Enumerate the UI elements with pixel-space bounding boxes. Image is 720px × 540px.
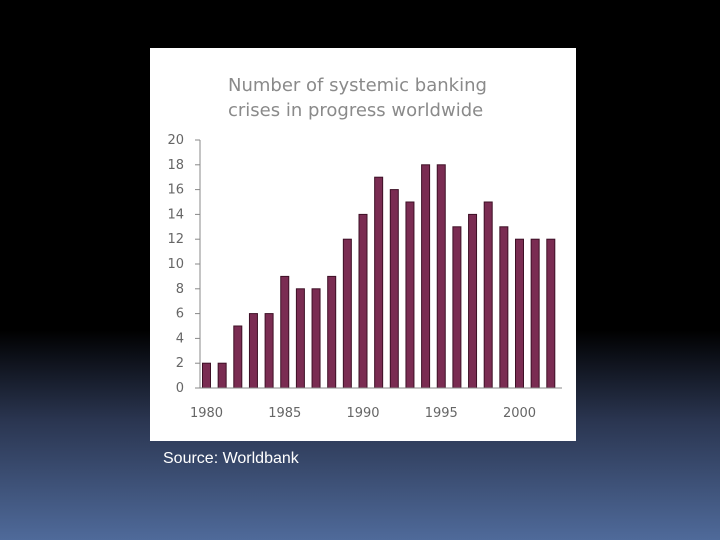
bar-1987 xyxy=(311,288,321,389)
x-tick-label: 1995 xyxy=(425,406,458,421)
y-tick-label: 20 xyxy=(167,133,184,148)
bar-1992 xyxy=(389,189,399,389)
x-axis: 1980 1985 1990 1995 2000 xyxy=(190,387,562,421)
x-tick-label: 2000 xyxy=(503,406,536,421)
bar-1997 xyxy=(468,213,478,389)
source-caption: Source: Worldbank xyxy=(163,450,299,467)
y-axis: 0 2 4 6 8 10 12 14 16 18 20 xyxy=(167,133,201,396)
bar-2001 xyxy=(530,238,540,389)
bar-1984 xyxy=(264,313,274,389)
bar-1980 xyxy=(202,362,211,389)
chart-title-line-2: crises in progress worldwide xyxy=(228,100,483,121)
bar-1996 xyxy=(452,226,462,389)
bar-1995 xyxy=(436,164,446,389)
bar-1998 xyxy=(483,201,493,389)
bar-1986 xyxy=(295,288,305,389)
bar-1981 xyxy=(217,362,227,389)
y-tick-label: 6 xyxy=(176,307,184,322)
chart-svg: Number of systemic banking crises in pro… xyxy=(167,75,562,421)
y-tick-label: 12 xyxy=(167,232,184,247)
y-tick-label: 18 xyxy=(167,158,184,173)
chart-title-line-1: Number of systemic banking xyxy=(228,75,487,96)
bars xyxy=(202,164,556,389)
chart-panel: Number of systemic banking crises in pro… xyxy=(150,48,576,441)
x-tick-label: 1990 xyxy=(346,406,379,421)
bar-1994 xyxy=(421,164,431,389)
bar-1989 xyxy=(342,238,352,389)
bar-1991 xyxy=(374,176,384,389)
chart-title: Number of systemic banking crises in pro… xyxy=(228,75,487,121)
y-tick-label: 0 xyxy=(176,381,184,396)
y-tick-label: 16 xyxy=(167,183,184,198)
x-tick-label: 1985 xyxy=(268,406,301,421)
y-tick-label: 2 xyxy=(176,356,184,371)
bar-1983 xyxy=(248,313,258,389)
bar-1985 xyxy=(280,275,290,389)
bar-1993 xyxy=(405,201,415,389)
y-tick-label: 10 xyxy=(167,257,184,272)
bar-1988 xyxy=(327,275,337,389)
y-tick-label: 8 xyxy=(176,282,184,297)
bar-1990 xyxy=(358,213,368,389)
bar-1982 xyxy=(233,325,243,389)
x-tick-label: 1980 xyxy=(190,406,223,421)
bar-2000 xyxy=(515,238,524,389)
y-tick-label: 14 xyxy=(167,207,184,222)
y-tick-label: 4 xyxy=(176,331,184,346)
bar-2002 xyxy=(546,238,556,389)
bar-1999 xyxy=(499,226,509,389)
